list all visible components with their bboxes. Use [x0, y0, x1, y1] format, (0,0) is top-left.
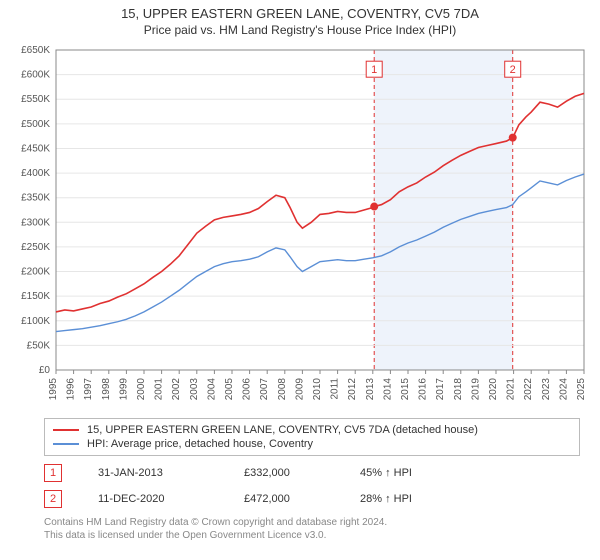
sale-marker-2: 2: [44, 490, 62, 508]
credits-line-2: This data is licensed under the Open Gov…: [44, 529, 580, 542]
svg-text:2022: 2022: [523, 378, 534, 401]
legend-swatch-2: [53, 443, 79, 445]
svg-text:£450K: £450K: [21, 143, 50, 154]
svg-text:£550K: £550K: [21, 94, 50, 105]
svg-text:2018: 2018: [453, 378, 464, 401]
svg-text:1997: 1997: [83, 378, 94, 401]
svg-text:2007: 2007: [259, 378, 270, 401]
svg-text:2016: 2016: [418, 378, 429, 401]
svg-text:2024: 2024: [558, 378, 569, 401]
chart-container: 15, UPPER EASTERN GREEN LANE, COVENTRY, …: [0, 0, 600, 560]
svg-text:2006: 2006: [242, 378, 253, 401]
sales-table: 1 31-JAN-2013 £332,000 45% ↑ HPI 2 11-DE…: [44, 460, 580, 512]
svg-text:£150K: £150K: [21, 291, 50, 302]
svg-text:1999: 1999: [118, 378, 129, 401]
legend-item: HPI: Average price, detached house, Cove…: [53, 437, 571, 451]
svg-text:£250K: £250K: [21, 242, 50, 253]
svg-text:£650K: £650K: [21, 45, 50, 56]
chart-subtitle: Price paid vs. HM Land Registry's House …: [0, 23, 600, 41]
svg-text:2014: 2014: [382, 378, 393, 401]
sale-price-2: £472,000: [244, 493, 324, 505]
svg-text:2012: 2012: [347, 378, 358, 401]
svg-text:£100K: £100K: [21, 316, 50, 327]
svg-text:2015: 2015: [400, 378, 411, 401]
svg-text:1: 1: [371, 64, 377, 76]
credits-line-1: Contains HM Land Registry data © Crown c…: [44, 516, 580, 529]
svg-text:2010: 2010: [312, 378, 323, 401]
svg-text:2025: 2025: [576, 378, 587, 401]
svg-text:2002: 2002: [171, 378, 182, 401]
svg-text:2019: 2019: [470, 378, 481, 401]
svg-text:£0: £0: [39, 365, 51, 376]
line-chart-svg: £0 £50K £100K £150K £200K £250K £300K £350K £400…: [10, 42, 590, 410]
svg-text:1996: 1996: [66, 378, 77, 401]
legend-label-1: 15, UPPER EASTERN GREEN LANE, COVENTRY, …: [87, 424, 478, 436]
svg-text:2004: 2004: [206, 378, 217, 401]
sale-marker-1: 1: [44, 464, 62, 482]
sales-row: 2 11-DEC-2020 £472,000 28% ↑ HPI: [44, 486, 580, 512]
sale-date-1: 31-JAN-2013: [98, 467, 208, 479]
sale-delta-1: 45% ↑ HPI: [360, 467, 450, 479]
chart-area: £0 £50K £100K £150K £200K £250K £300K £350K £400…: [10, 42, 590, 410]
legend-label-2: HPI: Average price, detached house, Cove…: [87, 438, 313, 450]
svg-text:2008: 2008: [277, 378, 288, 401]
svg-text:2000: 2000: [136, 378, 147, 401]
svg-text:£50K: £50K: [27, 340, 51, 351]
sales-row: 1 31-JAN-2013 £332,000 45% ↑ HPI: [44, 460, 580, 486]
svg-text:£350K: £350K: [21, 193, 50, 204]
svg-text:2021: 2021: [506, 378, 517, 401]
svg-text:2: 2: [510, 64, 516, 76]
svg-text:2009: 2009: [294, 378, 305, 401]
svg-text:£200K: £200K: [21, 267, 50, 278]
legend-item: 15, UPPER EASTERN GREEN LANE, COVENTRY, …: [53, 423, 571, 437]
legend-swatch-1: [53, 429, 79, 431]
svg-text:1998: 1998: [101, 378, 112, 401]
svg-text:2001: 2001: [154, 378, 165, 401]
sale-price-1: £332,000: [244, 467, 324, 479]
svg-text:£300K: £300K: [21, 217, 50, 228]
legend: 15, UPPER EASTERN GREEN LANE, COVENTRY, …: [44, 418, 580, 456]
svg-text:£600K: £600K: [21, 70, 50, 81]
svg-text:2017: 2017: [435, 378, 446, 401]
svg-text:2011: 2011: [330, 378, 341, 400]
svg-text:2023: 2023: [541, 378, 552, 401]
svg-text:2003: 2003: [189, 378, 200, 401]
svg-text:£400K: £400K: [21, 168, 50, 179]
svg-text:2013: 2013: [365, 378, 376, 401]
svg-text:£500K: £500K: [21, 119, 50, 130]
svg-text:2020: 2020: [488, 378, 499, 401]
credits: Contains HM Land Registry data © Crown c…: [44, 516, 580, 542]
svg-text:2005: 2005: [224, 378, 235, 401]
sale-date-2: 11-DEC-2020: [98, 493, 208, 505]
chart-title: 15, UPPER EASTERN GREEN LANE, COVENTRY, …: [0, 0, 600, 23]
sale-delta-2: 28% ↑ HPI: [360, 493, 450, 505]
svg-text:1995: 1995: [48, 378, 59, 401]
